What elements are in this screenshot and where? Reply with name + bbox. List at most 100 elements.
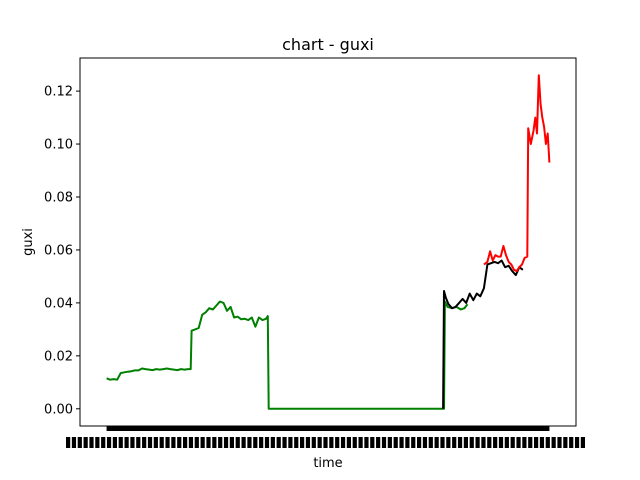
x-tick-label-blob (452, 437, 457, 448)
x-tick-label-blob (89, 437, 94, 448)
x-tick-label-blob (259, 437, 264, 448)
x-tick-label-blob (253, 437, 258, 448)
x-tick-label-blob (463, 437, 468, 448)
x-tick-label-blob (95, 437, 100, 448)
y-tick-label: 0.12 (44, 85, 73, 100)
x-tick-label-blob (481, 437, 486, 448)
x-tick-label-blob (434, 437, 439, 448)
series-line-1 (442, 259, 524, 409)
x-tick-label-blob (177, 437, 182, 448)
x-tick-label-blob (358, 437, 363, 448)
x-tick-label-blob (264, 437, 270, 448)
x-tick-label-blob (305, 437, 311, 448)
x-tick-label-blob (112, 437, 117, 448)
x-tick-label-blob (223, 437, 229, 448)
x-tick-label-blob (136, 437, 141, 448)
x-tick-label-blob (300, 437, 305, 448)
x-tick-label-blob (545, 437, 550, 448)
x-tick-label-blob (446, 437, 451, 448)
x-tick-label-blob (335, 437, 340, 448)
x-tick-label-blob (539, 437, 545, 448)
x-tick-label-blob (364, 437, 369, 448)
x-tick-label-blob (440, 437, 445, 448)
x-tick-label-blob (106, 437, 112, 448)
series-line-0 (106, 300, 469, 410)
plot-lines (106, 74, 551, 410)
x-tick-label-blob (200, 437, 205, 448)
x-tick-label-blob (206, 437, 211, 448)
y-axis-label: guxi (21, 228, 36, 256)
x-tick-label-blob (370, 437, 375, 448)
x-tick-label-blob (528, 437, 533, 448)
y-tick-label: 0.04 (44, 296, 73, 311)
x-tick-label-blob (428, 437, 433, 448)
x-tick-label-blob (387, 437, 392, 448)
x-tick-label-blob (270, 437, 275, 448)
x-tick-label-blob (469, 437, 474, 448)
x-tick-label-blob (557, 437, 562, 448)
x-tick-label-blob (487, 437, 492, 448)
y-tick-label: 0.02 (44, 349, 73, 364)
x-tick-label-blob (171, 437, 176, 448)
x-tick-label-blob (504, 437, 509, 448)
plot-frame (79, 57, 577, 427)
x-tick-label-blob (147, 437, 153, 448)
x-tick-label-blob (329, 437, 334, 448)
x-tick-label-blob (417, 437, 422, 448)
x-axis-label: time (313, 456, 342, 471)
chart-title: chart - guxi (282, 35, 374, 54)
x-tick-label-blob (516, 437, 521, 448)
x-tick-label-blob (475, 437, 480, 448)
x-tick-label-blob (124, 437, 129, 448)
x-tick-label-blob (317, 437, 322, 448)
x-tick-label-blob (563, 437, 568, 448)
x-tick-label-blob (241, 437, 246, 448)
x-tick-label-blob (188, 437, 194, 448)
x-axis (66, 426, 585, 448)
x-tick-label-blob (580, 437, 585, 448)
x-tick-labels (66, 437, 585, 448)
x-tick-label-blob (235, 437, 240, 448)
x-tick-label-blob (229, 437, 234, 448)
x-tick-label-blob (153, 437, 158, 448)
x-tick-label-blob (346, 437, 351, 448)
x-tick-label-blob (276, 437, 281, 448)
x-tick-label-blob (294, 437, 299, 448)
x-tick-label-blob (399, 437, 404, 448)
x-tick-label-blob (457, 437, 463, 448)
x-tick-label-blob (71, 437, 77, 448)
x-tick-label-blob (569, 437, 574, 448)
x-tick-label-blob (282, 437, 287, 448)
series-line-2 (483, 74, 551, 273)
x-tick-label-blob (551, 437, 556, 448)
x-tick-label-blob (352, 437, 357, 448)
x-tick-label-blob (422, 437, 428, 448)
x-tick-label-blob (159, 437, 164, 448)
x-tick-label-blob (142, 437, 147, 448)
x-tick-label-blob (393, 437, 398, 448)
x-tick-label-blob (510, 437, 515, 448)
x-tick-label-blob (411, 437, 416, 448)
x-tick-label-blob (311, 437, 316, 448)
x-tick-label-blob (323, 437, 328, 448)
y-tick-label: 0.08 (44, 190, 73, 205)
x-tick-label-blob (381, 437, 387, 448)
x-tick-label-blob (218, 437, 223, 448)
x-tick-label-blob (77, 437, 82, 448)
x-tick-label-blob (130, 437, 135, 448)
x-tick-label-blob (66, 437, 71, 448)
x-tick-label-blob (405, 437, 410, 448)
x-tick-label-blob (376, 437, 381, 448)
x-tick-label-blob (247, 437, 252, 448)
y-tick-label: 0.10 (44, 138, 73, 153)
x-tick-label-blob (83, 437, 88, 448)
x-tick-label-blob (165, 437, 170, 448)
x-tick-label-blob (493, 437, 498, 448)
y-axis: 0.00 0.02 0.04 0.06 0.08 0.10 0.12 (44, 85, 80, 417)
x-tick-marks (106, 426, 550, 431)
y-tick-label: 0.00 (44, 402, 73, 417)
x-tick-label-blob (183, 437, 188, 448)
x-tick-label-blob (101, 437, 106, 448)
x-tick-label-blob (194, 437, 199, 448)
